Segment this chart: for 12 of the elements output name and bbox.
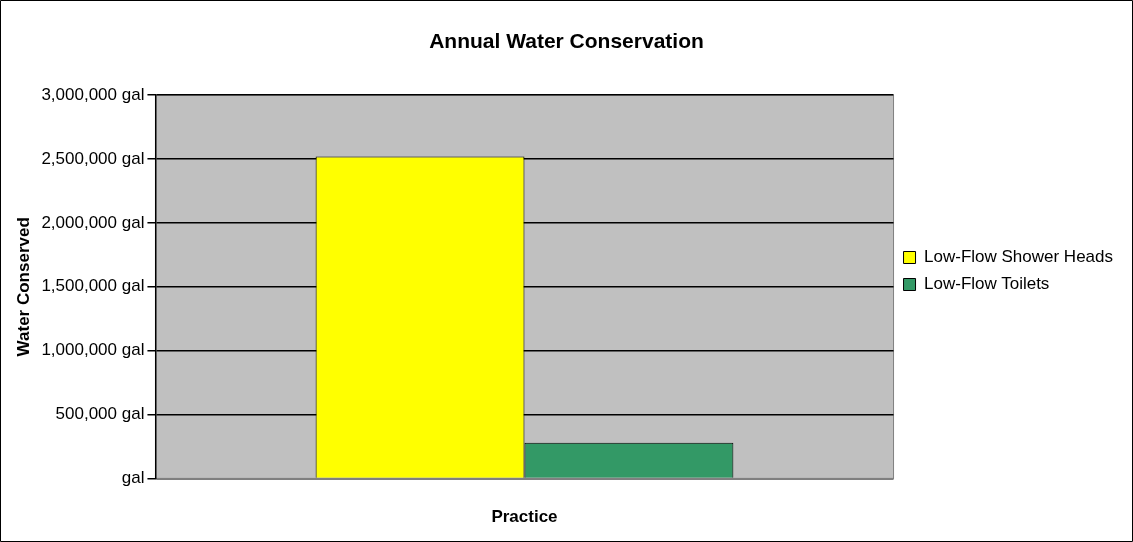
y-tick-label: 3,000,000 gal bbox=[41, 84, 145, 104]
y-tick-label: gal bbox=[121, 468, 145, 488]
y-tick-label: 2,000,000 gal bbox=[41, 212, 145, 232]
legend-label: Low-Flow Shower Heads bbox=[924, 247, 1113, 267]
y-tick-label: 2,500,000 gal bbox=[41, 148, 145, 168]
y-tick-label: 500,000 gal bbox=[55, 404, 145, 424]
chart-title: Annual Water Conservation bbox=[429, 29, 704, 53]
y-tick-label: 1,000,000 gal bbox=[41, 340, 145, 360]
x-axis-title: Practice bbox=[491, 507, 558, 527]
y-tick-label: 1,500,000 gal bbox=[41, 276, 145, 296]
y-axis-title: Water Conserved bbox=[13, 217, 33, 357]
legend-label: Low-Flow Toilets bbox=[924, 274, 1050, 294]
